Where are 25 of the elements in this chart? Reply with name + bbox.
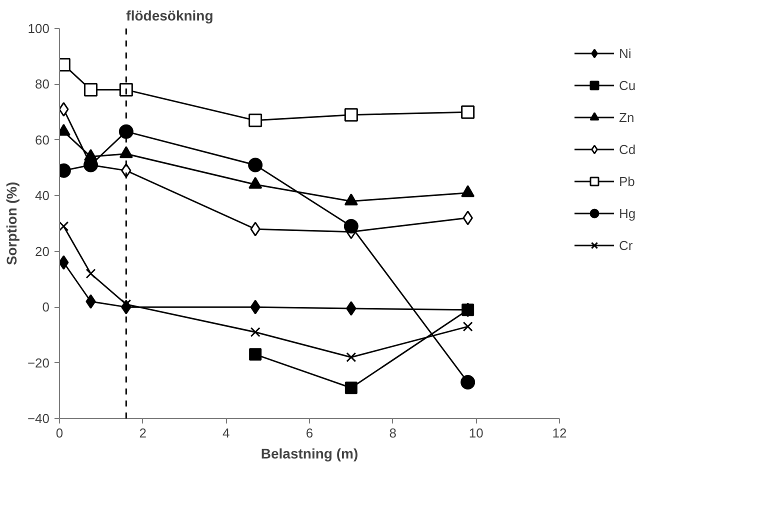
x-tick-label: 8 [389, 426, 396, 440]
ref-line-label: flödesökning [126, 8, 214, 24]
y-tick-label: 100 [28, 21, 50, 36]
y-axis-title: Sorption (%) [3, 182, 20, 266]
x-tick-label: 6 [306, 426, 314, 440]
x-tick-label: 10 [468, 426, 484, 440]
x-tick-label: 2 [139, 426, 146, 440]
legend-label: Ni [619, 46, 632, 60]
y-tick-label: 20 [35, 244, 50, 259]
legend-label: Cu [619, 78, 637, 92]
y-tick-label: −20 [27, 355, 50, 370]
legend-label: Cd [619, 142, 637, 156]
y-tick-label: 0 [42, 300, 50, 315]
legend-label: Cr [619, 238, 634, 252]
y-tick-label: 60 [35, 132, 50, 148]
legend-label: Zn [619, 110, 636, 124]
legend-label: Pb [619, 174, 636, 188]
y-tick-label: 80 [35, 76, 50, 92]
y-tick-label: −40 [27, 411, 50, 426]
x-axis-title: Belastning (m) [260, 446, 358, 462]
x-tick-label: 4 [222, 426, 230, 440]
legend-label: Hg [619, 206, 637, 220]
y-tick-label: 40 [35, 188, 50, 204]
x-tick-label: 0 [56, 426, 64, 440]
x-tick-label: 12 [552, 426, 567, 440]
